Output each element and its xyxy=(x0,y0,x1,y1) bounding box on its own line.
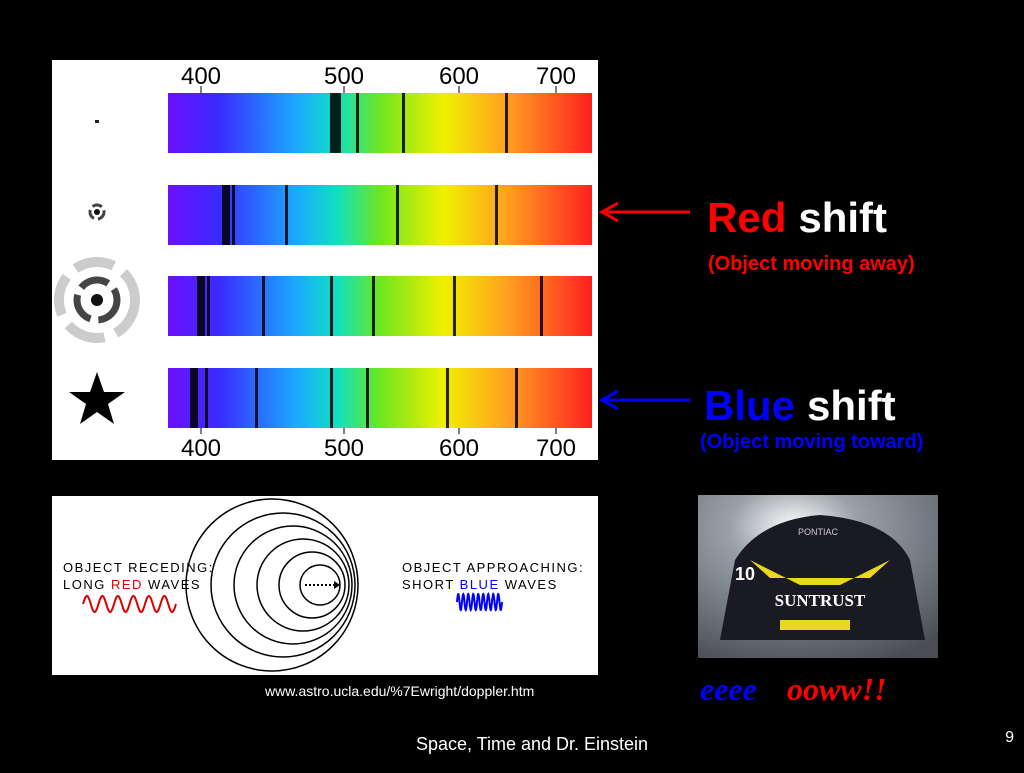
spectrum-bar xyxy=(168,93,592,153)
page-number: 9 xyxy=(1005,729,1014,746)
absorption-line xyxy=(232,185,235,245)
small-galaxy-core xyxy=(94,209,100,215)
absorption-line xyxy=(396,185,399,245)
approaching-title: OBJECT APPROACHING: xyxy=(402,560,584,575)
approaching-text: SHORT BLUE WAVES xyxy=(402,577,558,592)
red-shift-heading: Red shift xyxy=(707,194,887,241)
short-wave xyxy=(456,592,503,612)
red-arrow-head xyxy=(598,201,619,223)
wave-rings xyxy=(185,498,359,672)
absorption-line xyxy=(366,368,369,428)
spectrum-bar xyxy=(168,276,592,336)
blue-shift-heading: Blue shift xyxy=(704,382,896,429)
absorption-line xyxy=(356,93,359,153)
text: LONG xyxy=(63,577,106,592)
red-label: RED xyxy=(111,577,143,592)
absorption-line xyxy=(330,276,333,336)
absorption-line xyxy=(453,276,456,336)
absorption-line xyxy=(540,276,543,336)
wave-ring xyxy=(210,512,356,658)
absorption-line xyxy=(285,185,288,245)
absorption-line xyxy=(330,368,333,428)
car-bumper xyxy=(780,620,850,630)
text: SHORT xyxy=(402,577,455,592)
absorption-line xyxy=(402,93,405,153)
car-stripe xyxy=(750,560,890,585)
red-note: (Object moving away) xyxy=(708,253,915,275)
wavelength-label: 500 xyxy=(324,63,364,90)
exclaim-part: ooww!! xyxy=(787,671,887,707)
absorption-line xyxy=(190,368,198,428)
text: WAVES xyxy=(505,577,558,592)
text: WAVES xyxy=(148,577,201,592)
absorption-line xyxy=(495,185,498,245)
car-body xyxy=(720,515,925,640)
absorption-line xyxy=(222,185,230,245)
star-icon xyxy=(69,372,125,424)
exclaim-part: ya xyxy=(753,671,787,707)
spectrum-bar xyxy=(168,185,592,245)
blue-arrow-head xyxy=(598,389,619,411)
source-url: www.astro.ucla.edu/%7Ewright/doppler.htm xyxy=(264,683,534,699)
footer-title: Space, Time and Dr. Einstein xyxy=(416,734,648,754)
absorption-line xyxy=(338,93,341,153)
exclaim: eeeeyaooww!! xyxy=(700,671,887,707)
motion-arrow-head xyxy=(334,581,340,589)
receding-title: OBJECT RECEDING: xyxy=(63,560,214,575)
exclaim-part: eeee xyxy=(700,671,757,707)
absorption-line xyxy=(197,276,205,336)
wave-ring xyxy=(185,498,359,672)
big-galaxy-outer xyxy=(54,257,140,343)
wavelength-label: 600 xyxy=(439,435,479,462)
spectra: 400 500 600 700 400 500 600 700 xyxy=(168,63,592,462)
blue-note: (Object moving toward) xyxy=(700,431,923,453)
wave-ring xyxy=(256,538,350,632)
big-galaxy-core xyxy=(91,294,103,306)
shift-word: shift xyxy=(798,194,887,241)
absorption-line xyxy=(262,276,265,336)
absorption-line xyxy=(372,276,375,336)
car-number: 10 xyxy=(735,564,755,584)
spectrum-bar xyxy=(168,368,592,428)
dot-icon xyxy=(95,120,99,123)
absorption-line xyxy=(446,368,449,428)
absorption-line xyxy=(330,93,338,153)
big-galaxy-inner xyxy=(73,276,121,324)
small-galaxy xyxy=(88,203,106,221)
wavelength-label: 700 xyxy=(536,435,576,462)
receding-text: LONG RED WAVES xyxy=(63,577,201,592)
wavelength-label: 500 xyxy=(324,435,364,462)
red-word: Red xyxy=(707,194,786,241)
wavelength-label: 700 xyxy=(536,63,576,90)
wavelength-label: 400 xyxy=(181,63,221,90)
wave-ring xyxy=(278,551,346,619)
absorption-line xyxy=(205,368,208,428)
wavelength-label: 400 xyxy=(181,435,221,462)
absorption-line xyxy=(515,368,518,428)
wavelength-label: 600 xyxy=(439,63,479,90)
absorption-line xyxy=(255,368,258,428)
blue-word: Blue xyxy=(704,382,795,429)
absorption-line xyxy=(207,276,210,336)
long-wave xyxy=(82,594,177,614)
car-sponsor: SUNTRUST xyxy=(775,591,866,610)
blue-label: BLUE xyxy=(460,577,500,592)
wave-ring xyxy=(233,525,353,645)
absorption-line xyxy=(505,93,508,153)
car-brand: PONTIAC xyxy=(798,527,839,537)
shift-word: shift xyxy=(807,382,896,429)
